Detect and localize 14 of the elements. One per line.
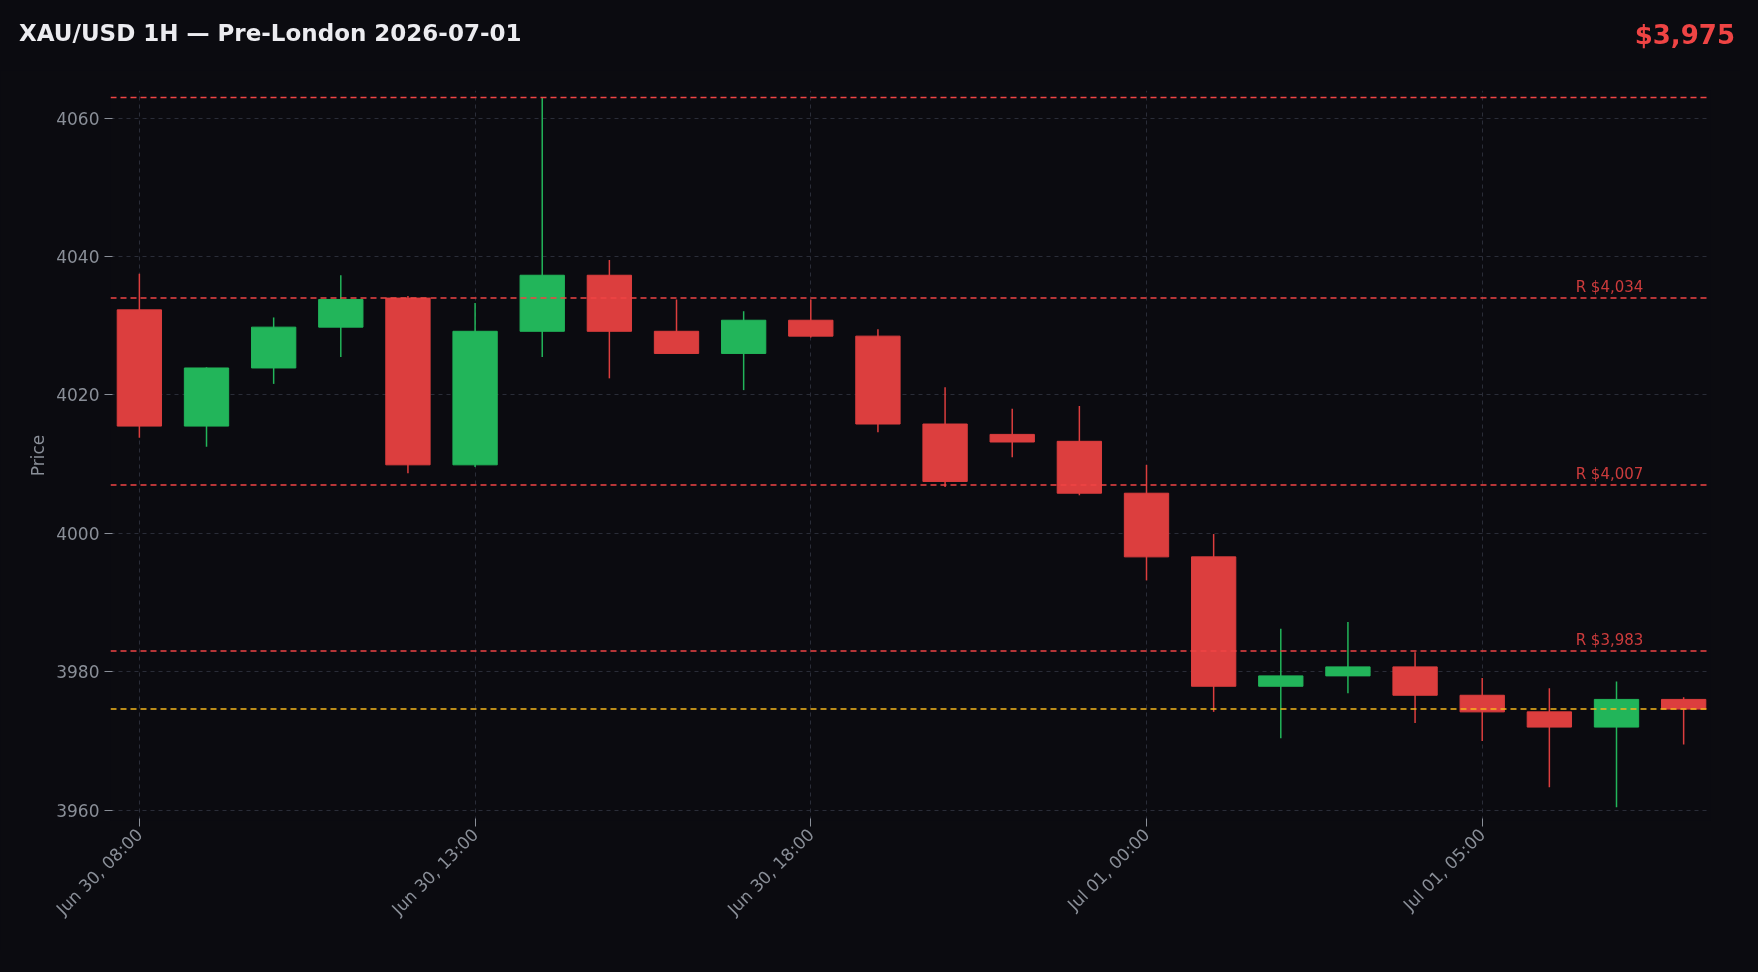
chart-title: XAU/USD 1H — Pre-London 2026-07-01 [19, 19, 522, 48]
candlestick [1325, 621, 1371, 694]
y-tick-label: 4000 [56, 523, 100, 544]
y-tick-label: 4060 [56, 108, 100, 129]
y-axis-title: Price [28, 434, 49, 477]
y-tick-label: 4020 [56, 385, 100, 406]
y-tick-label: 3960 [56, 800, 100, 821]
candlestick [1258, 628, 1304, 739]
y-tick-label: 3980 [56, 662, 100, 683]
text: $3,975 [1634, 19, 1735, 52]
ref-line-label: R $4,007 [1575, 464, 1644, 483]
ref-line-label: R $3,983 [1575, 630, 1644, 649]
y-tick-label: 4040 [56, 247, 100, 268]
ref-line-label: R $4,034 [1575, 278, 1644, 297]
